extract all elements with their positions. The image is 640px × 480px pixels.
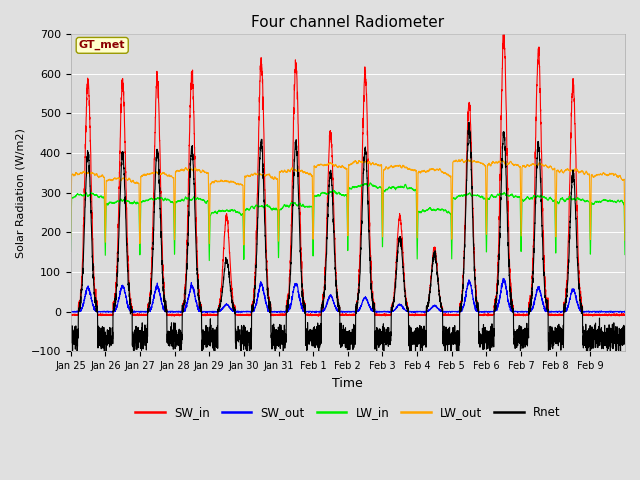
LW_in — [500, 190, 508, 195]
SW_out — [541, 309, 549, 314]
Rnet — [500, 130, 508, 135]
SW_out — [609, 310, 616, 315]
LW_out — [458, 156, 466, 162]
LW_out — [500, 159, 508, 165]
LW_in — [182, 194, 189, 200]
SW_out — [398, 303, 406, 309]
SW_in — [182, 273, 189, 279]
SW_in — [541, 289, 549, 295]
LW_in — [369, 183, 376, 189]
LW_out — [621, 237, 629, 243]
Rnet — [465, 120, 473, 125]
SW_in — [621, 312, 629, 318]
Title: Four channel Radiometer: Four channel Radiometer — [252, 15, 444, 30]
SW_out — [67, 309, 74, 315]
SW_in — [369, 297, 376, 303]
LW_out — [398, 164, 406, 169]
LW_out — [182, 165, 189, 170]
Line: LW_in: LW_in — [70, 183, 625, 261]
LW_in — [399, 184, 406, 190]
SW_out — [182, 306, 189, 312]
Rnet — [369, 298, 376, 304]
Rnet — [545, 354, 552, 360]
SW_out — [527, 308, 535, 314]
Line: LW_out: LW_out — [70, 159, 625, 245]
SW_out — [499, 276, 507, 281]
Rnet — [398, 252, 406, 258]
SW_out — [621, 309, 629, 315]
LW_out — [527, 162, 535, 168]
SW_in — [500, 37, 508, 43]
LW_in — [541, 195, 549, 201]
Rnet — [182, 291, 189, 297]
SW_in — [527, 295, 535, 300]
LW_out — [369, 160, 376, 166]
Y-axis label: Solar Radiation (W/m2): Solar Radiation (W/m2) — [15, 128, 25, 258]
SW_in — [314, 313, 322, 319]
Rnet — [541, 296, 549, 301]
Text: GT_met: GT_met — [79, 40, 125, 50]
LW_out — [67, 236, 74, 241]
Line: SW_in: SW_in — [70, 30, 625, 316]
LW_in — [527, 195, 535, 201]
Legend: SW_in, SW_out, LW_in, LW_out, Rnet: SW_in, SW_out, LW_in, LW_out, Rnet — [131, 402, 565, 424]
X-axis label: Time: Time — [332, 377, 364, 390]
LW_out — [240, 242, 248, 248]
Rnet — [67, 340, 74, 346]
SW_out — [500, 276, 508, 281]
SW_in — [398, 236, 406, 241]
LW_in — [67, 249, 74, 254]
SW_in — [67, 312, 74, 318]
LW_in — [366, 180, 374, 186]
Rnet — [621, 342, 629, 348]
LW_in — [205, 258, 213, 264]
SW_out — [369, 308, 376, 313]
LW_in — [621, 252, 629, 257]
Line: SW_out: SW_out — [70, 278, 625, 312]
Rnet — [527, 302, 535, 308]
SW_in — [500, 27, 508, 33]
LW_out — [541, 162, 549, 168]
Line: Rnet: Rnet — [70, 122, 625, 357]
